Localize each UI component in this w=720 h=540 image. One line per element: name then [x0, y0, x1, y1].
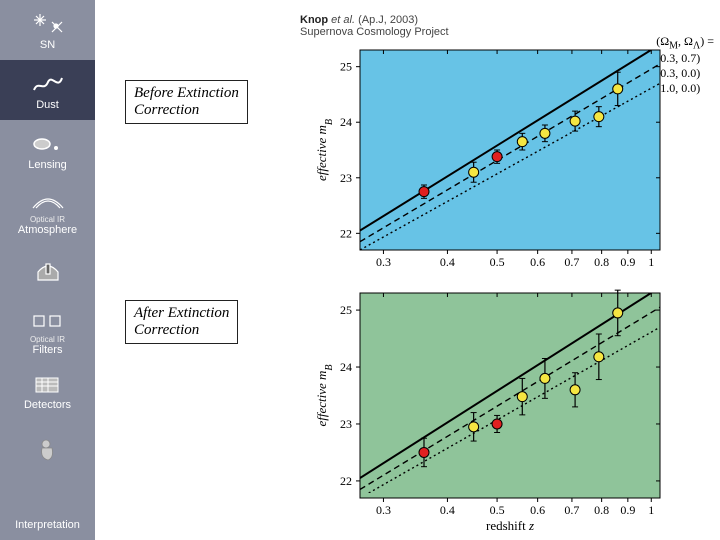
sidebar-item-Filters[interactable]: Optical IRFilters — [0, 300, 95, 360]
bottom-chart: 22 23 24 25 0.3 0.4 0.5 0.6 0.7 0.8 0.9 1 effective … — [315, 288, 675, 538]
-icon — [28, 489, 68, 519]
svg-text:0.3: 0.3 — [376, 255, 391, 269]
svg-text:0.8: 0.8 — [594, 255, 609, 269]
svg-text:1: 1 — [648, 255, 654, 269]
svg-text:0.5: 0.5 — [490, 255, 505, 269]
svg-text:0.6: 0.6 — [530, 255, 545, 269]
sn-icon — [28, 9, 68, 39]
svg-text:25: 25 — [340, 60, 352, 74]
det-icon — [28, 369, 68, 399]
sidebar-item-Dust[interactable]: Dust — [0, 60, 95, 120]
svg-text:0.9: 0.9 — [620, 503, 635, 517]
svg-text:0.7: 0.7 — [564, 255, 579, 269]
sidebar-item-Atmosphere[interactable]: Optical IRAtmosphere — [0, 180, 95, 240]
svg-text:23: 23 — [340, 417, 352, 431]
sidebar-item-dome[interactable] — [0, 240, 95, 300]
svg-text:0.9: 0.9 — [620, 255, 635, 269]
svg-text:0.5: 0.5 — [490, 503, 505, 517]
filt-icon — [28, 305, 68, 335]
svg-text:0.8: 0.8 — [594, 503, 609, 517]
sidebar-label: Filters — [33, 344, 63, 356]
svg-text:24: 24 — [340, 360, 352, 374]
svg-text:22: 22 — [340, 474, 352, 488]
sidebar-label: Lensing — [28, 159, 67, 171]
svg-text:0.6: 0.6 — [530, 503, 545, 517]
sidebar-item-Interpretation[interactable]: Interpretation — [0, 480, 95, 540]
svg-text:0.3: 0.3 — [376, 503, 391, 517]
svg-text:25: 25 — [340, 303, 352, 317]
svg-text:0.4: 0.4 — [440, 503, 455, 517]
dust-icon — [28, 69, 68, 99]
sidebar-label: Detectors — [24, 399, 71, 411]
dome-icon — [28, 255, 68, 285]
svg-text:effective mB: effective mB — [314, 119, 335, 181]
sidebar-item-thinker[interactable] — [0, 420, 95, 480]
annotation-before: Before ExtinctionCorrection — [125, 80, 248, 124]
sidebar: SN Dust Lensing Optical IRAtmosphere Optical… — [0, 0, 95, 540]
top-chart: 22 23 24 25 0.3 0.4 0.5 0.6 0.7 0.8 0.9 1 effective … — [315, 45, 675, 290]
svg-text:22: 22 — [340, 226, 352, 240]
svg-text:1: 1 — [648, 503, 654, 517]
sidebar-label: Dust — [36, 99, 59, 111]
figure-credit: Knop et al. (Ap.J, 2003)Supernova Cosmol… — [300, 14, 449, 38]
sidebar-item-SN[interactable]: SN — [0, 0, 95, 60]
sidebar-label: Interpretation — [15, 519, 80, 531]
svg-text:effective mB: effective mB — [314, 364, 335, 426]
svg-text:redshift z: redshift z — [486, 518, 534, 533]
sidebar-label: SN — [40, 39, 55, 51]
svg-text:23: 23 — [340, 171, 352, 185]
atm-icon — [28, 185, 68, 215]
svg-text:0.4: 0.4 — [440, 255, 455, 269]
annotation-after: After ExtinctionCorrection — [125, 300, 238, 344]
sidebar-item-Detectors[interactable]: Detectors — [0, 360, 95, 420]
thinker-icon — [28, 435, 68, 465]
sidebar-label: Atmosphere — [18, 224, 77, 236]
lens-icon — [28, 129, 68, 159]
sidebar-item-Lensing[interactable]: Lensing — [0, 120, 95, 180]
svg-text:0.7: 0.7 — [564, 503, 579, 517]
svg-text:24: 24 — [340, 115, 352, 129]
